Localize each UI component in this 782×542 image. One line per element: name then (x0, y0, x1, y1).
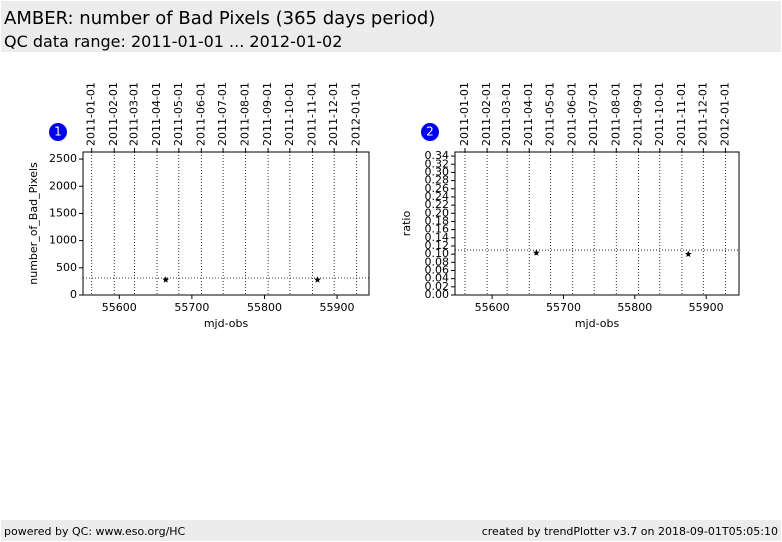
y-tick-label: 0.02 (425, 280, 450, 293)
footer-left: powered by QC: www.eso.org/HC (4, 525, 186, 538)
top-tick-label: 2011-04-01 (522, 82, 535, 146)
x-tick-label: 55600 (102, 301, 137, 314)
top-tick-label: 2011-07-01 (587, 82, 600, 146)
top-tick-label: 2012-01-01 (718, 82, 731, 146)
top-tick-label: 2011-08-01 (239, 82, 252, 146)
top-tick-label: 2011-05-01 (172, 82, 185, 146)
top-tick-label: 2011-03-01 (128, 82, 141, 146)
y-tick-label: 0.08 (425, 255, 450, 268)
data-point (685, 250, 692, 257)
plot-frame (454, 151, 740, 296)
top-tick-label: 2011-01-01 (458, 82, 471, 146)
top-tick-label: 2011-10-01 (283, 82, 296, 146)
data-point (314, 276, 321, 283)
top-tick-label: 2011-09-01 (261, 82, 274, 146)
y-tick-label: 0.34 (425, 149, 450, 162)
y-tick-label: 0.28 (425, 174, 450, 187)
y-tick-label: 0.12 (425, 239, 450, 252)
top-tick-label: 2011-11-01 (305, 82, 318, 146)
x-tick-label: 55900 (320, 301, 355, 314)
y-tick-label: 0.20 (425, 206, 450, 219)
y-tick-label: 0.26 (425, 182, 450, 195)
y-tick-label: 0 (70, 288, 77, 301)
y-tick-label: 2500 (49, 152, 77, 165)
y-tick-label: 1500 (49, 206, 77, 219)
y-tick-label: 500 (56, 261, 77, 274)
y-tick-label: 0.18 (425, 214, 450, 227)
top-tick-label: 2011-10-01 (653, 82, 666, 146)
top-tick-label: 2011-02-01 (480, 82, 493, 146)
top-tick-label: 2011-04-01 (150, 82, 163, 146)
y-axis-label: ratio (400, 211, 413, 237)
top-tick-label: 2011-06-01 (194, 82, 207, 146)
y-tick-label: 0.32 (425, 157, 450, 170)
x-tick-label: 55900 (689, 301, 724, 314)
top-tick-label: 2012-01-01 (350, 82, 363, 146)
y-tick-label: 0.14 (425, 231, 450, 244)
footer-right: created by trendPlotter v3.7 on 2018-09-… (482, 525, 778, 538)
y-tick-label: 0.24 (425, 190, 450, 203)
footer-bar (1, 520, 781, 541)
top-tick-label: 2011-01-01 (85, 82, 98, 146)
y-tick-label: 1000 (49, 234, 77, 247)
x-axis-label: mjd-obs (575, 317, 620, 330)
header-bar (1, 1, 781, 52)
panel-number: 1 (54, 125, 62, 139)
x-axis-label: mjd-obs (204, 317, 249, 330)
y-tick-label: 0.06 (425, 263, 450, 276)
y-tick-label: 0.04 (425, 272, 450, 285)
y-tick-label: 0.30 (425, 165, 450, 178)
y-tick-label: 0.00 (425, 288, 450, 301)
x-tick-label: 55800 (247, 301, 282, 314)
top-tick-label: 2011-12-01 (696, 82, 709, 146)
top-tick-label: 2011-06-01 (566, 82, 579, 146)
y-tick-label: 0.22 (425, 198, 450, 211)
top-tick-label: 2011-09-01 (631, 82, 644, 146)
top-tick-label: 2011-05-01 (544, 82, 557, 146)
header-title: AMBER: number of Bad Pixels (365 days pe… (4, 8, 435, 29)
x-tick-label: 55700 (174, 301, 209, 314)
panel-badge (421, 123, 439, 141)
y-axis-label: number_of_Bad_Pixels (27, 162, 40, 285)
y-tick-label: 2000 (49, 179, 77, 192)
header-subtitle: QC data range: 2011-01-01 ... 2012-01-02 (4, 32, 342, 51)
top-tick-label: 2011-12-01 (327, 82, 340, 146)
panel-badge (49, 123, 67, 141)
y-tick-label: 0.16 (425, 223, 450, 236)
x-tick-label: 55600 (475, 301, 510, 314)
data-point (162, 276, 170, 283)
x-tick-label: 55800 (617, 301, 652, 314)
top-tick-label: 2011-07-01 (216, 82, 229, 146)
y-tick-label: 0.10 (425, 247, 450, 260)
top-tick-label: 2011-03-01 (500, 82, 513, 146)
plot-frame (82, 151, 370, 296)
panel-number: 2 (426, 125, 434, 139)
data-point (533, 249, 540, 256)
top-tick-label: 2011-11-01 (675, 82, 688, 146)
top-tick-label: 2011-08-01 (609, 82, 622, 146)
x-tick-label: 55700 (546, 301, 581, 314)
top-tick-label: 2011-02-01 (107, 82, 120, 146)
